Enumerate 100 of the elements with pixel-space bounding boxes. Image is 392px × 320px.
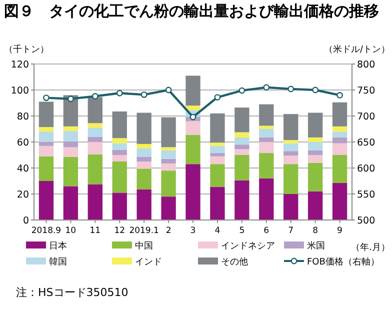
x-tick-label: 8 xyxy=(312,226,318,236)
bar xyxy=(234,155,250,180)
y-tick-label: 120 xyxy=(10,60,29,70)
point xyxy=(263,84,270,91)
bar xyxy=(88,136,102,142)
bar xyxy=(234,180,250,220)
bar xyxy=(308,142,323,150)
x-axis-title: （年.月） xyxy=(351,242,390,253)
bar xyxy=(38,181,54,220)
y-axis-title: （千トン） xyxy=(4,44,49,55)
y2-tick-label: 700 xyxy=(357,112,376,122)
bar xyxy=(88,123,102,128)
bar xyxy=(136,156,152,162)
bar xyxy=(210,164,225,187)
point xyxy=(165,86,172,94)
point xyxy=(214,94,221,100)
bar xyxy=(234,137,250,145)
x-tick-label: 10 xyxy=(65,226,76,236)
y-tick-label: 100 xyxy=(10,86,29,96)
bar xyxy=(136,162,152,169)
bar xyxy=(186,106,200,110)
legend-label: その他 xyxy=(221,256,248,268)
bar xyxy=(259,137,274,142)
y-tick-label: 60 xyxy=(16,138,29,148)
x-tick-label: 9 xyxy=(337,226,342,236)
bar xyxy=(112,143,127,150)
point xyxy=(116,90,123,96)
bar xyxy=(38,156,54,181)
y2-tick-label: 600 xyxy=(357,164,376,174)
bar xyxy=(186,76,200,106)
bar xyxy=(136,112,152,144)
bar xyxy=(88,128,102,137)
bar xyxy=(161,150,176,159)
y2-tick-label: 650 xyxy=(357,138,376,148)
bar xyxy=(161,196,176,220)
bar xyxy=(63,126,78,131)
bar xyxy=(112,155,127,162)
x-tick-label: 6 xyxy=(264,226,270,236)
bar xyxy=(259,153,274,178)
bar xyxy=(332,102,348,126)
bar xyxy=(161,163,176,171)
bar xyxy=(284,140,298,144)
x-tick-label: 2019.1 xyxy=(129,226,159,236)
bar xyxy=(63,147,78,157)
point xyxy=(92,93,98,100)
bar xyxy=(161,147,176,150)
bar xyxy=(112,138,127,144)
bar xyxy=(234,108,250,132)
chart-title: 図９ タイの化工でん粉の輸出量および輸出価格の推移 xyxy=(3,1,380,22)
point xyxy=(312,86,319,94)
point xyxy=(288,86,294,92)
bar xyxy=(210,142,225,146)
bar xyxy=(88,142,102,154)
bar xyxy=(308,155,323,163)
x-tick-label: 5 xyxy=(239,226,245,236)
bar xyxy=(308,191,323,220)
y-tick-label: 40 xyxy=(16,164,29,174)
bar xyxy=(88,97,102,124)
point xyxy=(43,94,50,101)
point xyxy=(336,92,343,98)
y-tick-label: 20 xyxy=(16,190,29,200)
bar xyxy=(332,182,348,220)
bar xyxy=(332,126,348,132)
y2-tick-label: 500 xyxy=(357,216,376,226)
bar xyxy=(136,189,152,220)
x-tick-label: 12 xyxy=(114,226,126,236)
bar xyxy=(38,127,54,132)
x-tick-label: 2018.9 xyxy=(31,226,62,236)
bar xyxy=(332,155,348,183)
bar xyxy=(63,186,78,220)
bar xyxy=(63,156,78,186)
bar xyxy=(308,137,323,142)
bar xyxy=(161,170,176,197)
point xyxy=(140,91,148,98)
bar xyxy=(186,121,200,135)
y2-tick-label: 800 xyxy=(357,60,376,70)
legend-label: インド xyxy=(135,258,162,268)
x-tick-label: 11 xyxy=(90,226,101,236)
y-tick-label: 80 xyxy=(16,112,29,122)
bar xyxy=(63,130,78,142)
point xyxy=(238,87,246,94)
bar xyxy=(284,156,298,164)
x-tick-label: 3 xyxy=(190,226,196,236)
bar xyxy=(210,146,225,154)
bar xyxy=(186,134,200,164)
y2-axis-title: （米ドル/トン） xyxy=(324,44,390,55)
bar xyxy=(308,150,323,155)
bar xyxy=(161,117,176,148)
x-tick-label: 2 xyxy=(166,226,172,236)
point xyxy=(67,96,74,102)
bar xyxy=(284,114,298,140)
legend-label: 日本 xyxy=(49,240,67,252)
y-tick-label: 0 xyxy=(22,216,29,226)
text: 注：HSコード350510 xyxy=(16,286,128,299)
bar xyxy=(259,142,274,154)
bar xyxy=(259,178,274,220)
bar xyxy=(38,102,54,128)
bar xyxy=(38,142,54,146)
bar xyxy=(161,158,176,164)
bar xyxy=(112,192,127,220)
